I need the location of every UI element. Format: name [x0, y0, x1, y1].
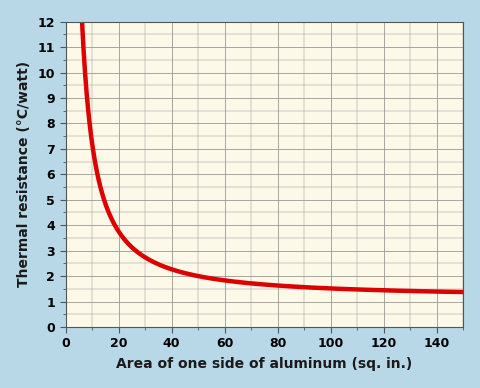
Y-axis label: Thermal resistance (°C/watt): Thermal resistance (°C/watt) [17, 61, 31, 288]
X-axis label: Area of one side of aluminum (sq. in.): Area of one side of aluminum (sq. in.) [116, 357, 412, 371]
